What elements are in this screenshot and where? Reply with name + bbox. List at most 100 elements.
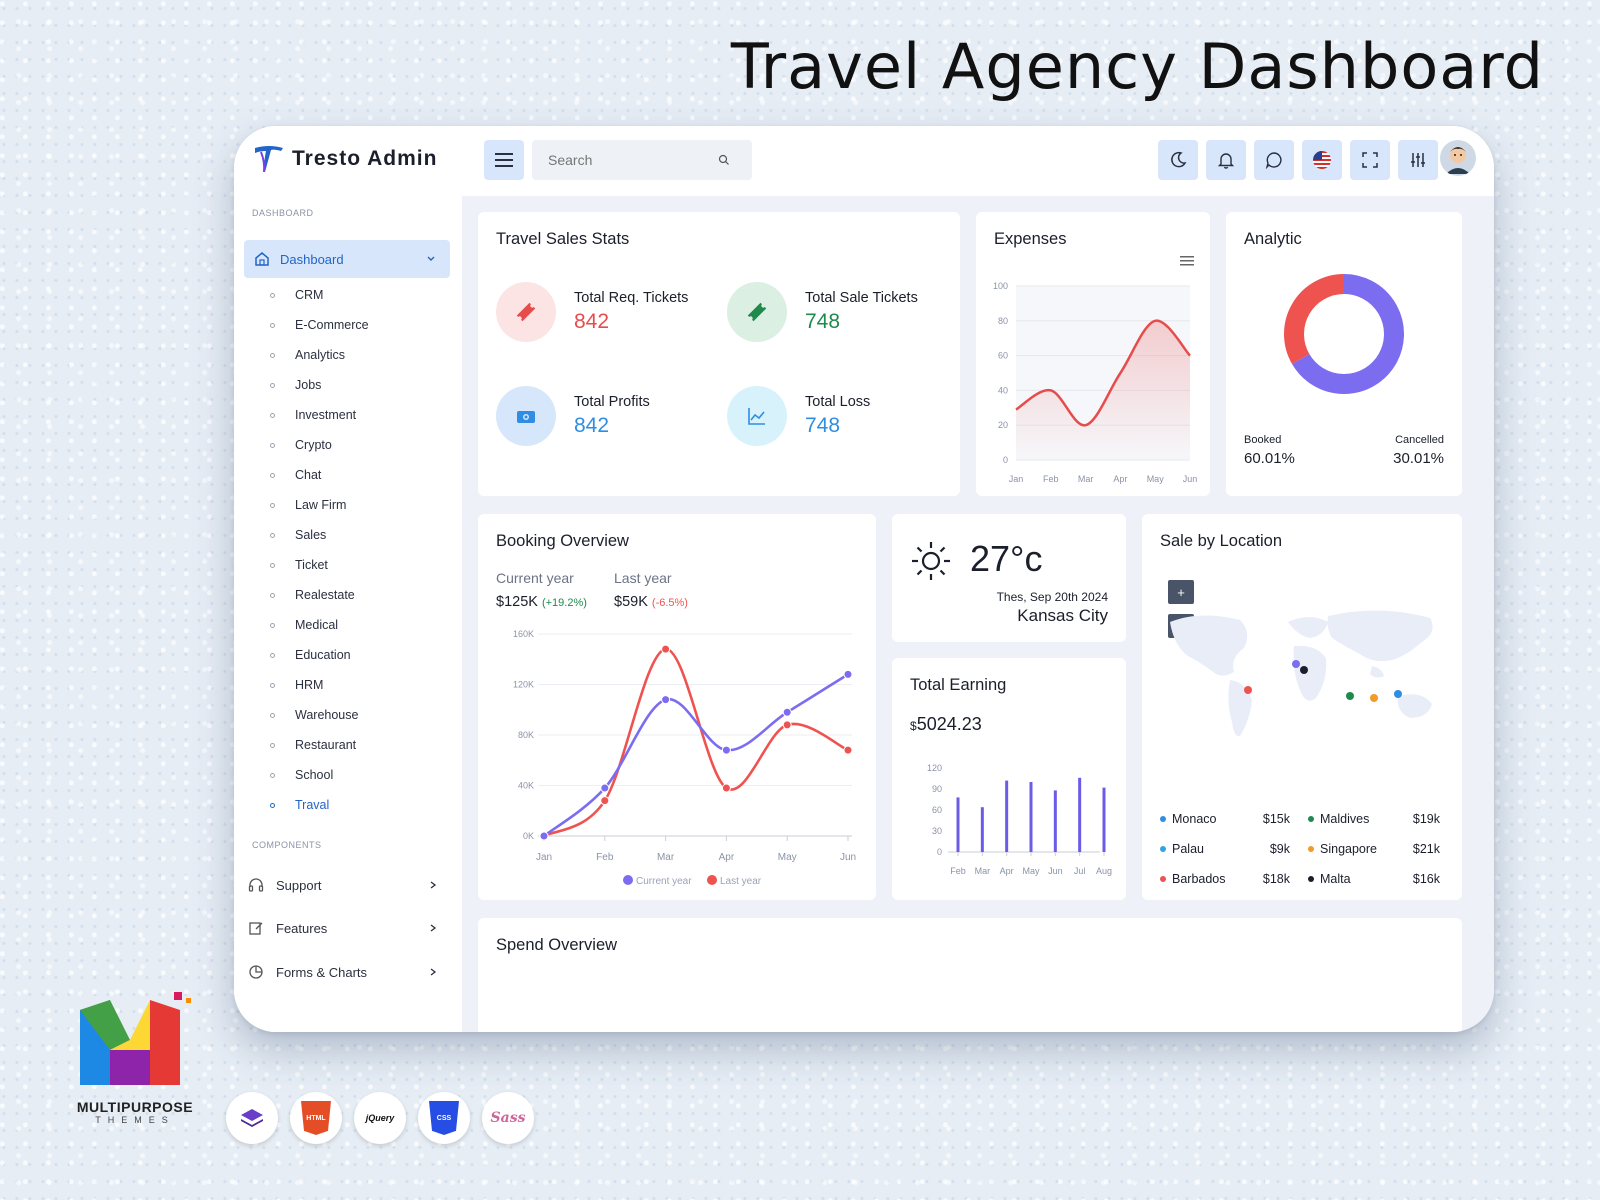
bar[interactable] — [1078, 777, 1082, 852]
search-icon[interactable] — [718, 154, 730, 166]
data-point[interactable] — [539, 831, 549, 841]
booking-overview-card: Booking Overview Current year $125K (+19… — [478, 514, 876, 900]
data-point[interactable] — [721, 783, 731, 793]
app-logo[interactable]: Tresto Admin — [252, 142, 437, 176]
settings-button[interactable] — [1398, 140, 1438, 180]
booked-value: 60.01% — [1244, 450, 1295, 467]
bootstrap-logo — [226, 1092, 278, 1144]
current-year-value: $125K — [496, 594, 538, 610]
wallet-icon — [517, 411, 535, 423]
legend-label: Last year — [720, 876, 762, 887]
location-value: $15k — [1262, 812, 1290, 826]
sidebar-subitem[interactable]: Jobs — [270, 370, 369, 400]
map-marker[interactable] — [1394, 690, 1402, 698]
sidebar-subitem[interactable]: Chat — [270, 460, 369, 490]
sidebar-subitem[interactable]: CRM — [270, 280, 369, 310]
sidebar-subitem-label: Investment — [295, 408, 357, 422]
messages-button[interactable] — [1254, 140, 1294, 180]
card-title: Analytic — [1244, 230, 1302, 248]
sidebar-subitem[interactable]: Sales — [270, 520, 369, 550]
sidebar-item-features[interactable]: Features — [248, 913, 438, 943]
sidebar-subitem[interactable]: Realestate — [270, 580, 369, 610]
card-title: Booking Overview — [496, 532, 629, 550]
sidebar-subitem-label: Jobs — [295, 378, 322, 392]
chevron-right-icon — [430, 968, 437, 976]
data-point[interactable] — [600, 796, 610, 806]
sidebar-subitem[interactable]: School — [270, 760, 369, 790]
menu-toggle-button[interactable] — [484, 140, 524, 180]
search-input[interactable] — [548, 152, 718, 168]
location-dot-icon — [1160, 876, 1166, 882]
data-point[interactable] — [661, 644, 671, 654]
bar[interactable] — [956, 797, 960, 852]
sidebar-item-dashboard[interactable]: Dashboard — [244, 240, 450, 278]
data-point[interactable] — [600, 783, 610, 793]
data-point[interactable] — [782, 707, 792, 717]
sidebar-subitem[interactable]: E-Commerce — [270, 310, 369, 340]
earning-amount: 5024.23 — [916, 714, 982, 734]
notifications-button[interactable] — [1206, 140, 1246, 180]
dark-mode-button[interactable] — [1158, 140, 1198, 180]
map-marker[interactable] — [1370, 694, 1378, 702]
sidebar-item-support[interactable]: Support — [248, 870, 438, 900]
x-tick-label: Jan — [536, 852, 552, 863]
x-tick-label: May — [778, 852, 797, 863]
sidebar-subitem[interactable]: Medical — [270, 610, 369, 640]
sidebar-subitem-label: HRM — [295, 678, 324, 692]
data-point[interactable] — [661, 695, 671, 705]
sidebar-item-label: Forms & Charts — [276, 964, 368, 980]
map-marker[interactable] — [1300, 666, 1308, 674]
bar[interactable] — [1053, 790, 1057, 852]
y-tick-label: 40 — [998, 385, 1008, 395]
bar[interactable] — [1102, 787, 1106, 852]
sidebar-subitem[interactable]: Analytics — [270, 340, 369, 370]
tech-logos: HTML jQuery CSS Sass — [226, 1092, 534, 1144]
weather-card: 27°c Thes, Sep 20th 2024 Kansas City — [892, 514, 1126, 642]
bar[interactable] — [1005, 780, 1009, 852]
jquery-logo: jQuery — [354, 1092, 406, 1144]
bar[interactable] — [980, 807, 984, 852]
sidebar-subitem[interactable]: Investment — [270, 400, 369, 430]
bar[interactable] — [1029, 782, 1033, 852]
data-point[interactable] — [843, 745, 853, 755]
map-marker[interactable] — [1292, 660, 1300, 668]
analytic-donut-chart — [1284, 274, 1404, 394]
sidebar-item-forms-charts[interactable]: Forms & Charts — [248, 957, 438, 987]
y-tick-label: 100 — [993, 281, 1008, 291]
sidebar-subitem[interactable]: Law Firm — [270, 490, 369, 520]
map-marker[interactable] — [1346, 692, 1354, 700]
x-tick-label: Mar — [975, 866, 991, 876]
stat-icon-wrap — [727, 282, 787, 342]
chevron-down-icon — [427, 256, 435, 261]
sidebar-subitem[interactable]: Traval — [270, 790, 369, 820]
sidebar-subitem[interactable]: Education — [270, 640, 369, 670]
sidebar-subitem[interactable]: Restaurant — [270, 730, 369, 760]
sidebar-subitem[interactable]: Warehouse — [270, 700, 369, 730]
map-zoom-in-button[interactable]: + — [1168, 580, 1194, 604]
bullet-icon — [270, 562, 275, 568]
location-dot-icon — [1308, 816, 1314, 822]
series-line — [543, 673, 849, 838]
stat-icon-wrap — [727, 386, 787, 446]
sidebar-subitem[interactable]: Ticket — [270, 550, 369, 580]
location-value: $16k — [1412, 872, 1440, 886]
expenses-card: Expenses 100 80 60 40 20 0 Jan Feb Mar Apr May Jun — [976, 212, 1210, 496]
fullscreen-icon — [1362, 152, 1378, 168]
location-name: Monaco — [1172, 812, 1217, 826]
user-avatar[interactable] — [1440, 140, 1476, 176]
data-point[interactable] — [843, 669, 853, 679]
y-tick-label: 0K — [523, 831, 534, 841]
stat-value: 842 — [574, 310, 610, 333]
y-tick-label: 80K — [518, 730, 534, 740]
stat-total-sale-tickets: Total Sale Tickets 748 — [727, 282, 918, 342]
data-point[interactable] — [782, 720, 792, 730]
data-point[interactable] — [721, 745, 731, 755]
sidebar-subitem[interactable]: Crypto — [270, 430, 369, 460]
stat-total-profits: Total Profits 842 — [496, 386, 650, 446]
fullscreen-button[interactable] — [1350, 140, 1390, 180]
sidebar-subitem[interactable]: HRM — [270, 670, 369, 700]
x-tick-label: Mar — [1078, 474, 1094, 484]
map-marker[interactable] — [1244, 686, 1252, 694]
language-button[interactable] — [1302, 140, 1342, 180]
menu-icon[interactable] — [1180, 256, 1194, 266]
